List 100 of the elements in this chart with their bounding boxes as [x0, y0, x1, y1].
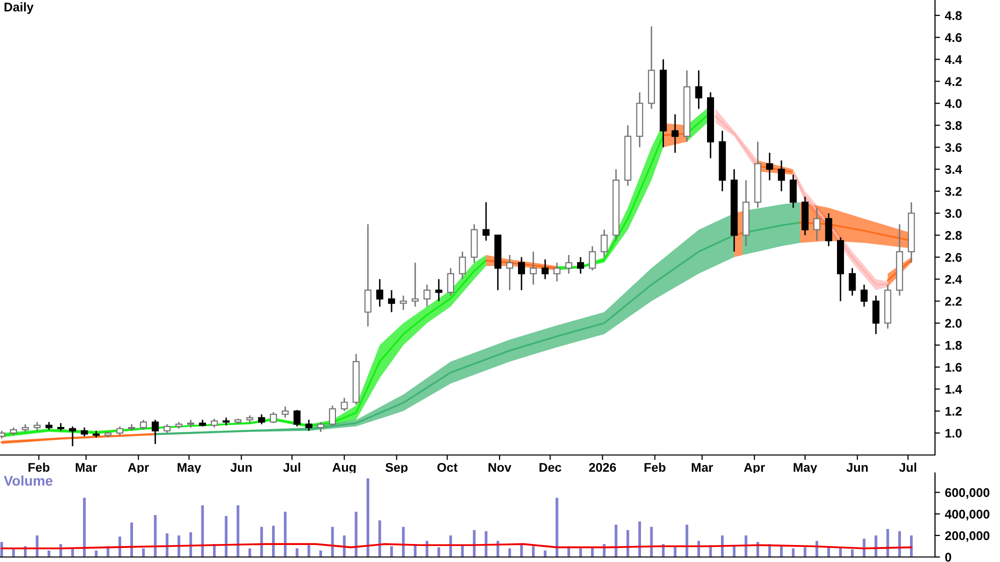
- candlestick: [695, 70, 702, 110]
- candlestick: [458, 250, 466, 280]
- x-tick-label: Jul: [283, 462, 300, 472]
- y-tick-label: 3.2: [945, 187, 962, 196]
- y-tick-label: 400,000: [944, 510, 990, 520]
- candlestick: [813, 207, 820, 242]
- bar: [532, 546, 535, 557]
- candlestick: [790, 174, 797, 208]
- chart-title: Daily: [4, 2, 34, 14]
- x-tick-label: Dec: [540, 463, 562, 472]
- bar: [579, 548, 582, 557]
- y-tick-label: 1.2: [946, 406, 962, 416]
- y-tick-label: 0: [945, 552, 952, 562]
- x-tick-label: Mar: [76, 463, 97, 472]
- candlestick: [317, 421, 324, 433]
- candlestick: [305, 419, 312, 432]
- candlestick: [69, 426, 76, 447]
- x-tick-label: Sep: [386, 462, 408, 474]
- bar: [556, 498, 558, 557]
- y-tick-label: 2.2: [945, 296, 962, 306]
- bar: [142, 548, 145, 557]
- bar: [898, 531, 901, 557]
- candlestick: [553, 262, 560, 282]
- y-tick-label: 600,000: [945, 488, 990, 499]
- bar: [331, 526, 334, 557]
- x-tick-label: Nov: [488, 463, 512, 472]
- bar: [71, 548, 74, 557]
- y-tick-label: 4.8: [944, 11, 962, 20]
- y-tick-label: 1.0: [946, 428, 962, 438]
- bar: [390, 546, 393, 557]
- y-tick-label: 3.8: [945, 121, 962, 130]
- candlestick: [588, 245, 596, 272]
- bar: [650, 526, 653, 557]
- x-tick-label: Jun: [846, 463, 868, 472]
- candlestick: [412, 262, 419, 308]
- y-tick-label: 2.0: [945, 318, 962, 328]
- candlestick: [376, 278, 384, 308]
- candlestick: [600, 229, 608, 258]
- y-tick-label: 4.6: [944, 33, 962, 42]
- candlestick: [766, 152, 774, 181]
- candlestick: [152, 419, 159, 445]
- candlestick: [848, 267, 856, 296]
- candlestick: [672, 114, 679, 154]
- candlestick: [435, 278, 442, 302]
- bar: [48, 550, 50, 557]
- bar: [296, 548, 298, 557]
- bar: [308, 545, 310, 557]
- x-tick-label: Oct: [437, 462, 458, 472]
- candlestick: [565, 254, 572, 274]
- bar: [484, 531, 488, 557]
- x-tick-label: Feb: [28, 462, 50, 472]
- bar: [236, 505, 240, 557]
- bar: [780, 546, 783, 557]
- candlestick: [518, 256, 526, 291]
- candlestick: [328, 404, 336, 426]
- bar: [804, 547, 806, 557]
- candlestick: [364, 224, 372, 328]
- bar: [461, 545, 464, 557]
- candlestick: [860, 284, 868, 308]
- candlestick: [872, 294, 880, 335]
- bar: [166, 533, 168, 557]
- x-tick-label: Jul: [899, 462, 916, 472]
- candlestick: [340, 397, 348, 412]
- y-tick-label: 1.8: [946, 340, 962, 350]
- candlestick: [388, 289, 396, 313]
- candlestick: [140, 419, 147, 430]
- candlestick: [447, 267, 454, 296]
- x-tick-label: May: [178, 463, 202, 474]
- x-tick-label: May: [794, 463, 818, 474]
- x-tick-label: Apr: [744, 463, 765, 474]
- candlestick: [530, 250, 537, 286]
- x-tick-label: Mar: [692, 463, 714, 472]
- x-tick-label: Jun: [230, 463, 252, 472]
- bar: [614, 524, 618, 557]
- bar: [272, 526, 275, 557]
- bar: [260, 526, 263, 557]
- y-tick-label: 200,000: [945, 531, 990, 542]
- candlestick: [542, 258, 549, 280]
- y-tick-label: 2.4: [945, 274, 962, 284]
- y-tick-label: 3.0: [945, 209, 962, 218]
- y-tick-label: 3.6: [945, 143, 962, 152]
- bar: [201, 505, 204, 557]
- y-tick-label: 4.2: [944, 77, 962, 86]
- x-tick-label: 2026: [589, 462, 616, 472]
- candlestick: [423, 284, 431, 308]
- bar: [744, 535, 748, 557]
- candlestick: [294, 409, 301, 428]
- candlestick: [482, 202, 490, 242]
- x-tick-label: Apr: [128, 463, 149, 474]
- y-tick-label: 4.4: [944, 55, 962, 64]
- bar: [674, 546, 676, 557]
- bar: [686, 524, 688, 557]
- candlestick: [258, 414, 266, 425]
- y-tick-label: 3.4: [945, 165, 962, 174]
- bar: [520, 544, 523, 557]
- chart-title: Volume: [4, 476, 52, 486]
- candlestick: [778, 160, 785, 192]
- y-tick-label: 2.8: [945, 230, 962, 240]
- bar: [366, 478, 370, 557]
- y-tick-label: 1.4: [946, 384, 962, 394]
